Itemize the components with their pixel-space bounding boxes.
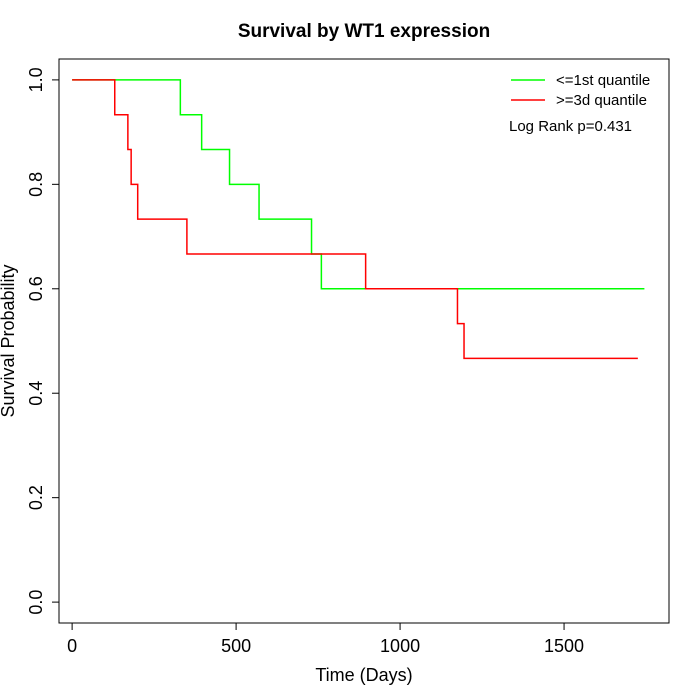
y-tick-label: 0.8 (26, 172, 46, 197)
plot-frame (58, 58, 670, 624)
legend-label-low: <=1st quantile (556, 72, 650, 89)
x-axis-label: Time (Days) (315, 665, 412, 685)
y-tick-label: 0.4 (26, 381, 46, 406)
x-tick-label: 500 (221, 636, 251, 656)
y-tick-label: 0.0 (26, 590, 46, 615)
chart-title: Survival by WT1 expression (238, 21, 490, 42)
x-axis: 0 500 1000 1500 (67, 622, 584, 656)
series-line-1 (72, 79, 638, 360)
series-line-0 (72, 79, 645, 290)
series-layer (72, 79, 645, 360)
x-tick-label: 0 (67, 636, 77, 656)
x-tick-label: 1000 (380, 636, 420, 656)
y-tick-label: 0.2 (26, 485, 46, 510)
y-axis-label: Survival Probability (0, 264, 18, 417)
legend: <=1st quantile >=3d quantile Log Rank p=… (509, 72, 650, 135)
x-tick-label: 1500 (544, 636, 584, 656)
y-tick-label: 0.6 (26, 276, 46, 301)
legend-label-high: >=3d quantile (556, 92, 647, 109)
y-axis: 0.0 0.2 0.4 0.6 0.8 1.0 (26, 67, 60, 615)
log-rank-annotation: Log Rank p=0.431 (509, 118, 632, 135)
y-tick-label: 1.0 (26, 67, 46, 92)
